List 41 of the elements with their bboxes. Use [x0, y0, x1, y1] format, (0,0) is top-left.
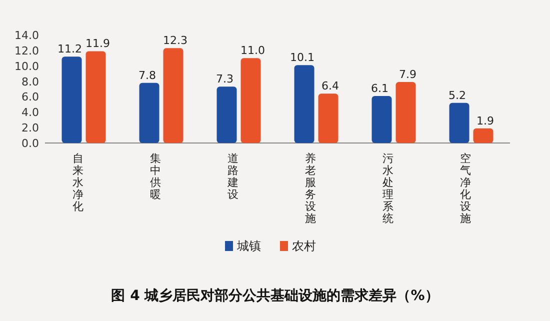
data-label: 6.1 [371, 82, 388, 95]
x-tick-label: 污水处理系统 [382, 152, 394, 225]
y-tick-label: 14.0 [14, 29, 39, 42]
data-label: 12.3 [163, 34, 188, 48]
y-tick-label: 10.0 [14, 60, 39, 73]
x-tick-label: 自来水净化 [72, 152, 84, 213]
bar [396, 82, 416, 143]
bar [294, 65, 314, 143]
bar [139, 82, 160, 143]
bar [86, 51, 106, 143]
data-label: 11.0 [240, 44, 265, 58]
bar [62, 56, 82, 143]
data-label: 7.8 [138, 68, 156, 82]
text: 图 4 城乡居民对部分公共基础设施的需求差异（%） [111, 287, 439, 304]
x-tick-label: 集中供暖 [150, 152, 161, 201]
data-label: 5.2 [448, 88, 466, 102]
bar [318, 94, 338, 143]
data-label: 1.9 [476, 114, 494, 128]
y-tick-label: 8.0 [22, 75, 39, 88]
data-label: 6.4 [322, 80, 339, 93]
y-tick-label: 4.0 [22, 106, 39, 120]
y-tick-label: 0.0 [22, 137, 39, 150]
bar [163, 48, 184, 143]
y-tick-label: 12.0 [14, 44, 39, 58]
data-label: 7.3 [216, 72, 234, 86]
bar [449, 102, 470, 143]
legend-label: 农村 [292, 239, 316, 253]
bar [240, 58, 261, 143]
x-tick-label: 空气净化设施 [460, 152, 471, 225]
x-tick-label: 养老服务设施 [304, 152, 316, 225]
y-tick-label: 6.0 [22, 90, 39, 104]
bar [372, 96, 392, 143]
bar [216, 86, 237, 143]
x-tick-label: 道路建设 [226, 152, 238, 201]
bar [473, 128, 494, 143]
data-label: 11.9 [86, 37, 110, 50]
y-tick-label: 2.0 [22, 122, 39, 135]
data-label: 11.2 [58, 42, 82, 56]
data-label: 10.1 [290, 51, 314, 64]
data-label: 7.9 [399, 68, 416, 82]
legend-label: 城镇 [236, 239, 261, 253]
